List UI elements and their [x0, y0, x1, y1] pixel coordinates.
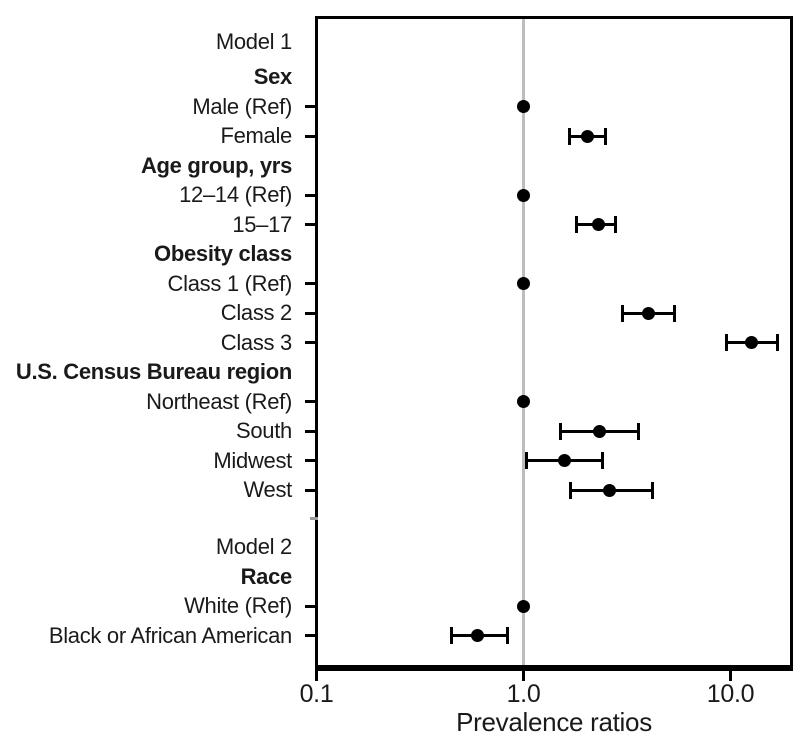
- row-axis-tick: [305, 634, 318, 637]
- point-dot: [517, 277, 530, 290]
- error-bar-cap-right: [506, 627, 510, 644]
- row-label: Female: [220, 123, 292, 148]
- row-axis-tick: [305, 311, 318, 315]
- row-label: 12–14 (Ref): [179, 182, 292, 207]
- row-label: Black or African American: [48, 622, 292, 648]
- x-axis-tick-label: 0.1: [299, 680, 334, 708]
- row-label: Midwest: [213, 447, 292, 473]
- row-label: Sex: [253, 64, 293, 89]
- point-dot: [581, 129, 595, 143]
- row-label: Obesity class: [154, 241, 292, 266]
- point-dot: [641, 306, 655, 320]
- point-dot: [517, 599, 530, 613]
- row-axis-tick: [305, 282, 318, 285]
- row-label: Northeast (Ref): [146, 388, 292, 414]
- row-axis-tick: [305, 429, 318, 433]
- point-dot: [558, 454, 572, 467]
- point-dot: [471, 629, 485, 642]
- row-axis-tick: [305, 134, 318, 138]
- plot-area: [315, 16, 793, 671]
- error-bar-cap-left: [567, 127, 571, 145]
- x-axis-tick-label: 10.0: [706, 680, 755, 708]
- x-axis-tick: [522, 671, 525, 681]
- error-bar-cap-right: [636, 422, 640, 440]
- error-bar-cap-left: [559, 422, 563, 440]
- row-label: Class 2: [220, 300, 293, 325]
- row-axis-tick: [305, 193, 318, 197]
- error-bar-cap-right: [776, 334, 780, 351]
- row-label: Class 3: [220, 329, 293, 355]
- row-axis-tick: [305, 341, 318, 344]
- point-dot: [517, 188, 530, 202]
- row-label: Male (Ref): [192, 93, 292, 119]
- point-dot: [593, 424, 607, 438]
- row-label: Race: [240, 563, 293, 589]
- point-dot: [517, 100, 530, 113]
- row-axis-tick: [305, 400, 318, 403]
- error-bar-cap-right: [614, 216, 618, 233]
- error-bar-cap-left: [725, 334, 729, 351]
- row-label: Age group, yrs: [140, 152, 292, 178]
- row-label: Model 2: [215, 534, 292, 559]
- point-dot: [603, 483, 617, 497]
- row-label: Model 1: [215, 29, 292, 54]
- point-dot: [517, 395, 530, 408]
- x-axis-title: Prevalence ratios: [456, 707, 652, 737]
- error-bar-cap-left: [569, 481, 573, 499]
- row-label: 15–17: [232, 211, 292, 237]
- row-axis-tick: [305, 105, 318, 108]
- x-axis-tick: [729, 671, 732, 681]
- row-label: U.S. Census Bureau region: [15, 359, 292, 384]
- point-dot: [744, 336, 758, 349]
- error-bar-cap-left: [450, 627, 454, 644]
- row-label: White (Ref): [184, 593, 292, 618]
- row-axis-tick: [305, 459, 318, 462]
- error-bar-cap-left: [524, 452, 528, 469]
- row-axis-tick-small: [310, 517, 318, 520]
- reference-line: [522, 19, 525, 665]
- error-bar-cap-right: [604, 127, 608, 145]
- error-bar-cap-right: [651, 481, 655, 499]
- row-axis-tick: [305, 223, 318, 226]
- row-axis-tick: [305, 488, 318, 492]
- row-axis-tick: [305, 604, 318, 608]
- row-label: West: [243, 477, 292, 502]
- x-axis-tick-label: 1.0: [506, 680, 541, 708]
- x-axis-tick: [315, 671, 318, 681]
- error-bar-cap-left: [574, 216, 578, 233]
- error-bar-cap-right: [673, 304, 677, 322]
- error-bar-cap-left: [621, 304, 625, 322]
- point-dot: [591, 218, 605, 231]
- error-bar-cap-right: [601, 452, 605, 469]
- row-label: South: [236, 418, 292, 443]
- row-label: Class 1 (Ref): [167, 270, 293, 296]
